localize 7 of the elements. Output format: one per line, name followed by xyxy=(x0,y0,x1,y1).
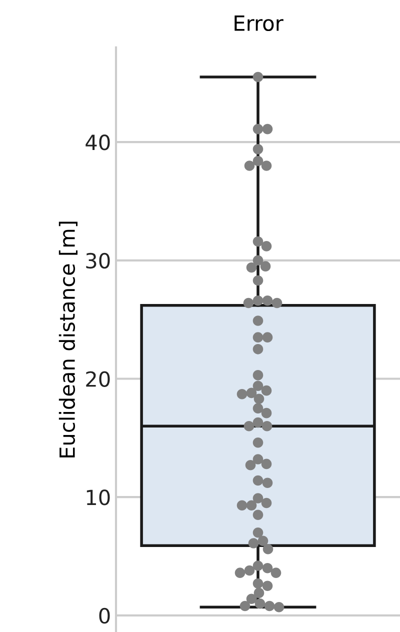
chart-title: Error xyxy=(234,16,284,32)
y-tick-label: 30 xyxy=(86,252,110,269)
y-tick-label: 40 xyxy=(86,134,110,150)
y-tick-label: 0 xyxy=(99,608,110,624)
y-tick-label: 20 xyxy=(86,371,110,387)
y-axis-title: Euclidean distance [m] xyxy=(58,222,78,458)
y-tick-label: 10 xyxy=(86,490,110,506)
